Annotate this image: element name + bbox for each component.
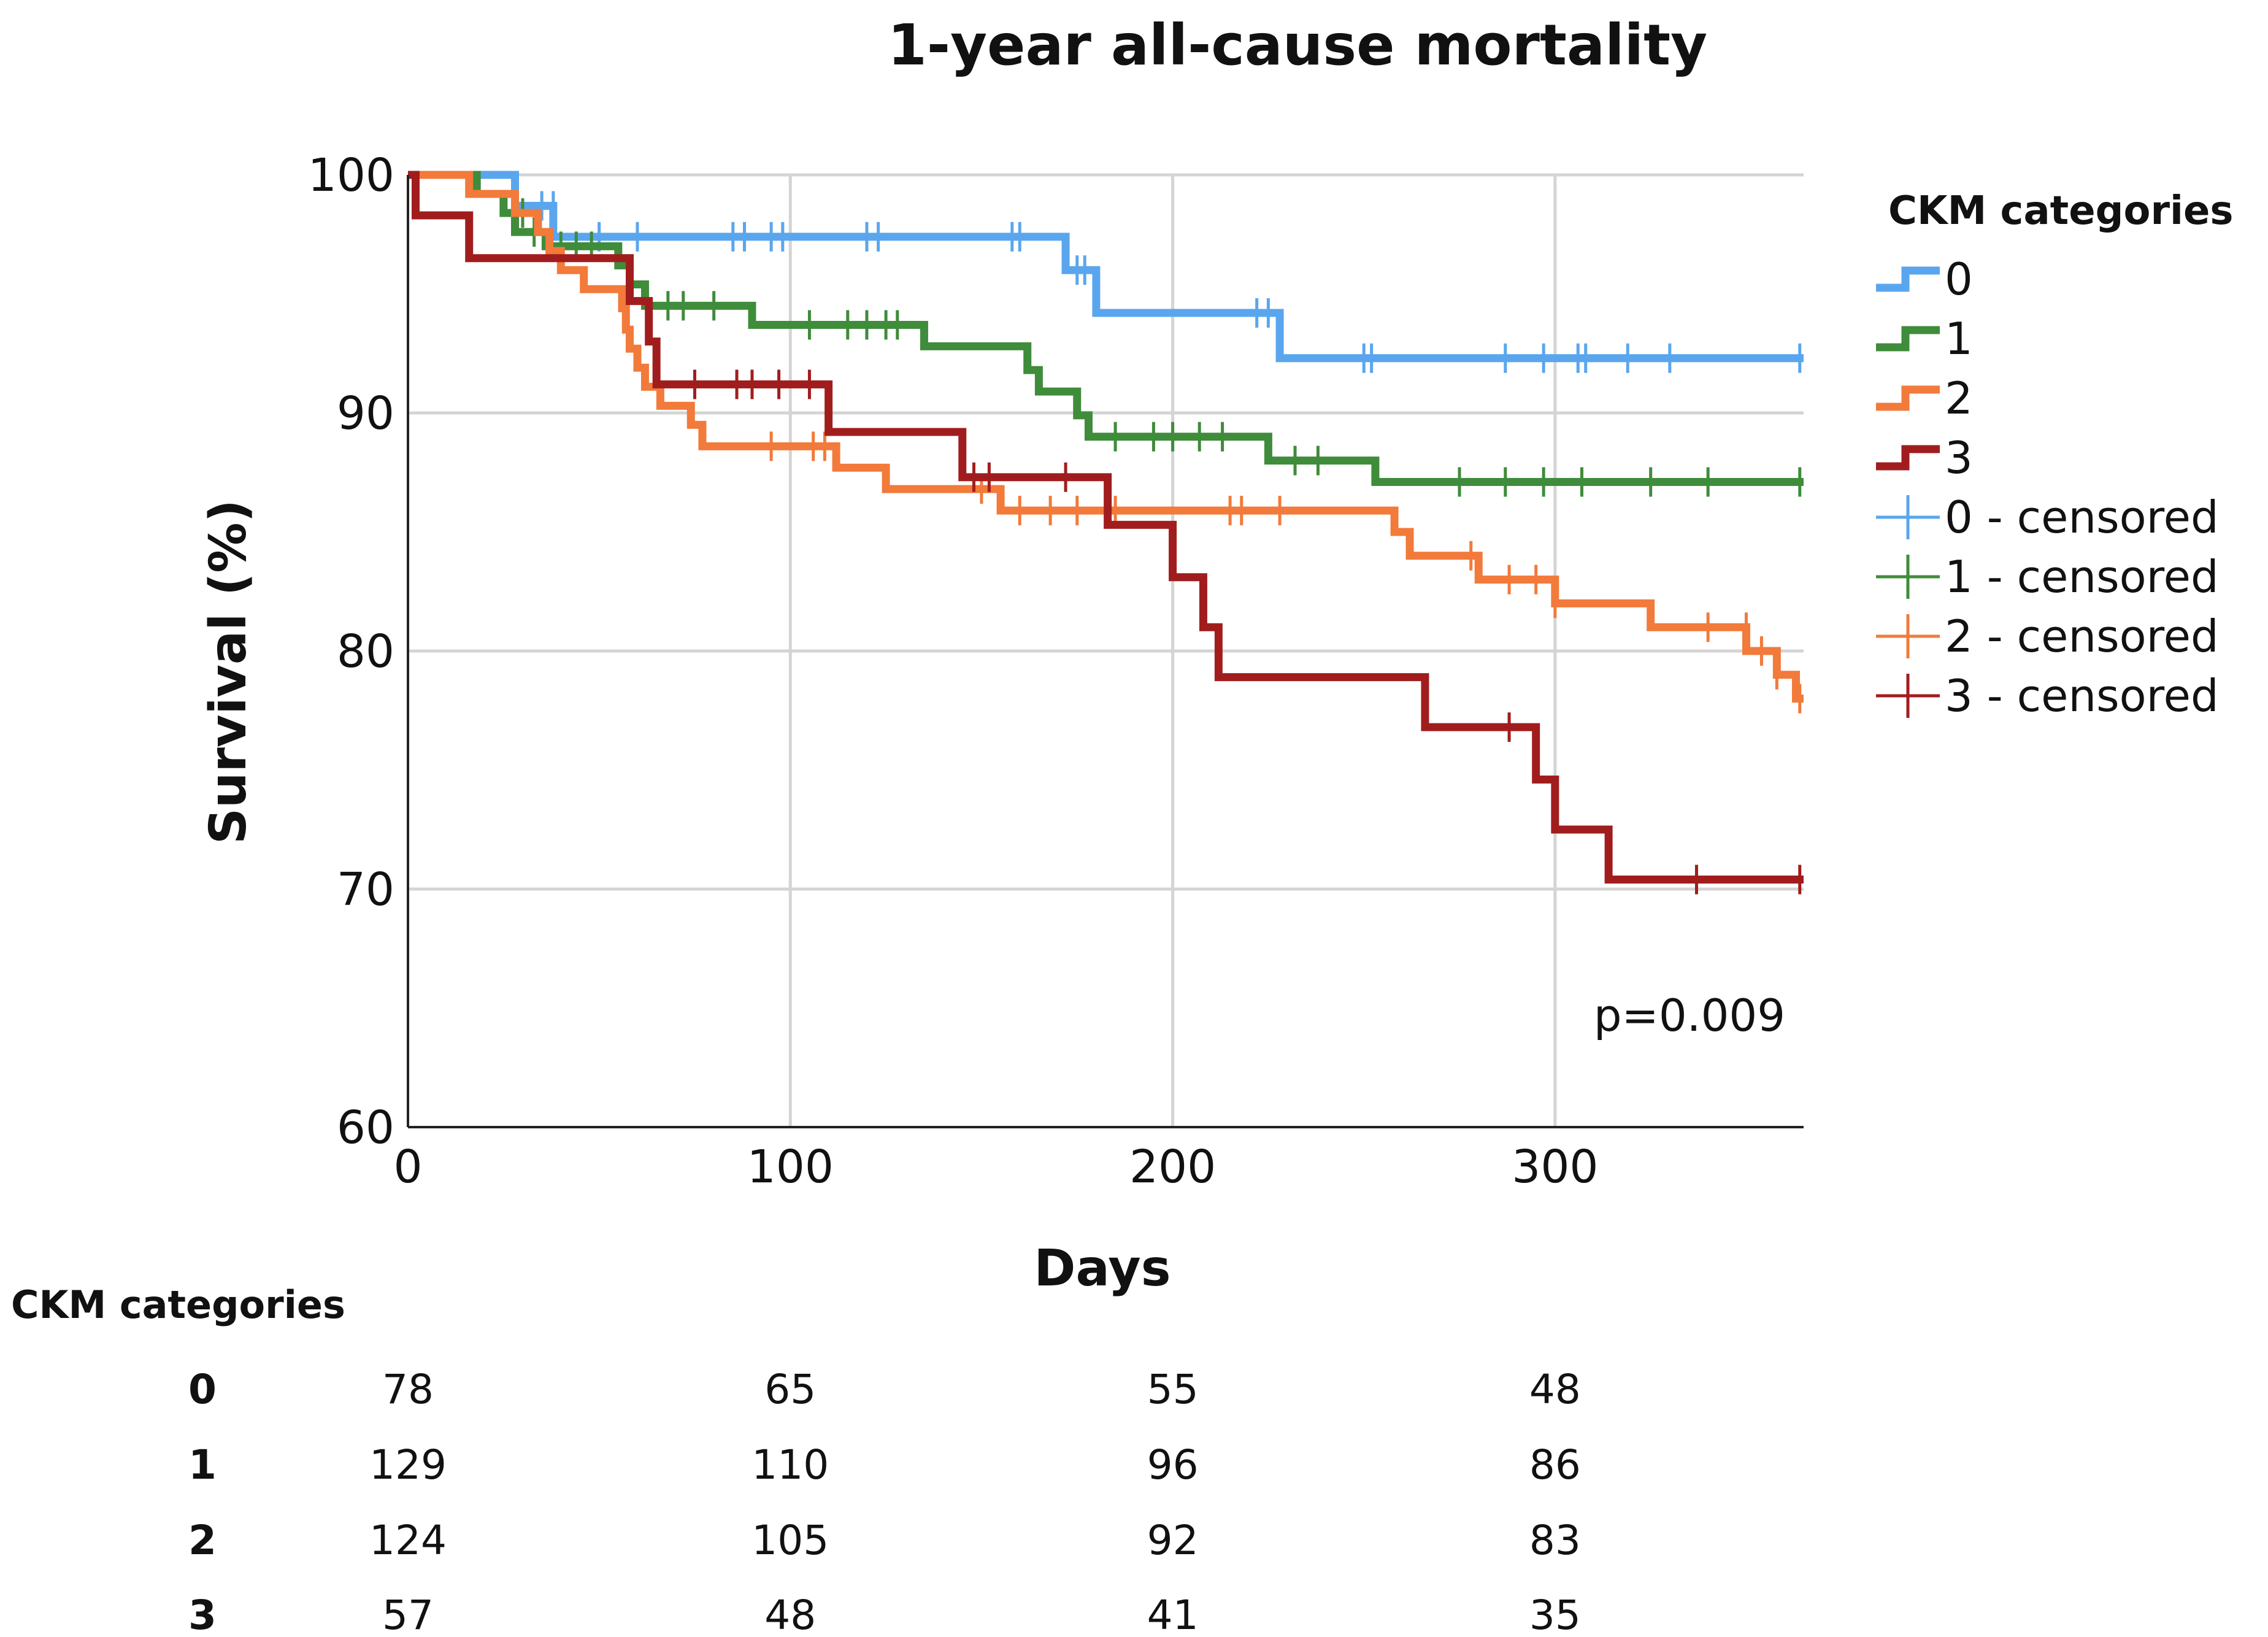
legend-label-7: 3 - censored: [1945, 670, 2219, 722]
legend-label-5: 1 - censored: [1945, 551, 2219, 603]
risk-value-1-200: 96: [1147, 1441, 1199, 1489]
risk-value-1-0: 129: [369, 1441, 447, 1489]
legend-swatch-2: [1876, 385, 1940, 411]
risk-table: 0 78 65 55 48 1 129 110 96 86 2 124 105 92 83 3 57 48 41 35: [188, 1366, 1581, 1637]
legend-swatch-0: [1876, 266, 1940, 292]
legend-label-0: 0: [1945, 253, 1973, 305]
y-tick-label-80: 80: [337, 625, 394, 678]
risk-value-0-200: 55: [1147, 1366, 1199, 1413]
risk-row-label-0: 0: [188, 1366, 217, 1413]
risk-value-2-100: 105: [752, 1517, 829, 1564]
risk-value-2-0: 124: [369, 1517, 447, 1564]
survival-curve-2: [408, 171, 1804, 703]
legend-label-1: 1: [1945, 313, 1973, 364]
risk-value-2-200: 92: [1147, 1517, 1199, 1564]
y-axis-title: Survival (%): [199, 499, 258, 844]
risk-row-label-1: 1: [188, 1441, 217, 1489]
risk-row-label-3: 3: [188, 1592, 217, 1637]
legend-label-4: 0 - censored: [1945, 491, 2219, 543]
legend-swatch-1: [1876, 326, 1940, 352]
x-tick-label-0: 0: [393, 1141, 422, 1193]
risk-value-0-0: 78: [382, 1366, 434, 1413]
legend-swatch-3: [1876, 445, 1940, 471]
gridlines: [408, 173, 1804, 1127]
legend-label-2: 2: [1945, 372, 1973, 424]
risk-value-2-300: 83: [1529, 1517, 1581, 1564]
risk-value-1-100: 110: [752, 1441, 829, 1489]
risk-value-3-0: 57: [382, 1592, 434, 1637]
risk-value-3-300: 35: [1529, 1592, 1581, 1637]
y-tick-label-60: 60: [337, 1101, 394, 1154]
legend-label-6: 2 - censored: [1945, 611, 2219, 662]
risk-value-3-100: 48: [764, 1592, 816, 1637]
x-tick-label-200: 200: [1129, 1141, 1216, 1193]
y-tick-label-90: 90: [337, 387, 394, 440]
risk-table-title: CKM categories: [11, 1282, 345, 1327]
risk-row-label-2: 2: [188, 1517, 217, 1564]
chart-title: 1-year all-cause mortality: [888, 12, 1707, 78]
x-tick-label-100: 100: [747, 1141, 834, 1193]
survival-curve-3: [408, 171, 1804, 884]
legend-title: CKM categories: [1888, 188, 2233, 234]
x-tick-label-300: 300: [1512, 1141, 1598, 1193]
survival-curves: [408, 171, 1804, 895]
x-axis-title: Days: [1034, 1239, 1171, 1298]
axis-ticks: 0 100 200 300 60 70 80 90 100: [308, 149, 1599, 1193]
y-tick-label-70: 70: [337, 863, 394, 916]
survival-curve-1: [408, 171, 1804, 487]
p-value-annotation: p=0.009: [1594, 990, 1785, 1041]
risk-value-1-300: 86: [1529, 1441, 1581, 1489]
plot-frame: [407, 175, 1804, 1128]
y-tick-label-100: 100: [308, 149, 394, 202]
legend: 0 1 2 3 0 - censored 1 - censored 2 - censored…: [1876, 253, 2219, 722]
risk-value-0-100: 65: [764, 1366, 816, 1413]
risk-value-0-300: 48: [1529, 1366, 1581, 1413]
risk-value-3-200: 41: [1147, 1592, 1199, 1637]
legend-label-3: 3: [1945, 432, 1973, 483]
